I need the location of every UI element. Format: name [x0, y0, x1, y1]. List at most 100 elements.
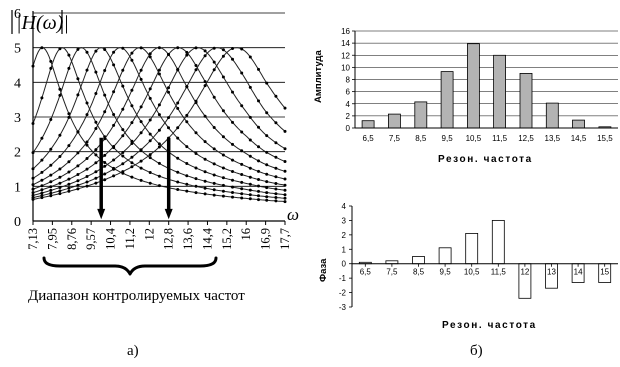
curve-marker [148, 139, 152, 143]
curves [31, 46, 287, 204]
curve-marker [257, 169, 260, 173]
curve-marker [157, 174, 161, 178]
curve-marker [185, 85, 189, 89]
curve-marker [40, 188, 44, 192]
curve-marker [167, 90, 170, 94]
curve-marker [40, 191, 44, 195]
curve-marker [248, 197, 252, 201]
x-tick-label: 16,9 [259, 228, 273, 250]
curve-marker [85, 157, 89, 160]
curve-marker [248, 193, 252, 197]
x-tick-label: 15,2 [220, 228, 234, 250]
curve-marker [203, 170, 207, 174]
curve-marker [130, 142, 134, 145]
curve-marker [94, 127, 98, 130]
range-brace [42, 256, 218, 276]
x-tick-label: 7,5 [389, 134, 401, 143]
range-caption: Диапазон контролируемых частот [28, 288, 245, 304]
curve-marker [265, 163, 269, 167]
curve-marker [283, 106, 287, 110]
panel-b-label: б) [470, 343, 483, 359]
curve-marker [76, 77, 80, 81]
x-tick-label: 12,8 [162, 228, 176, 250]
curve-marker [248, 55, 252, 59]
y-tick-label: 5 [14, 42, 21, 57]
curve-marker [274, 121, 278, 125]
curve-marker [221, 183, 225, 187]
curve-marker [130, 104, 134, 108]
curve-marker [157, 145, 161, 149]
curve-marker [221, 176, 225, 180]
curve-marker [194, 64, 198, 67]
curve-marker [103, 93, 107, 97]
curve-marker [176, 170, 180, 174]
curve-marker [103, 178, 107, 182]
curve-marker [176, 68, 180, 72]
curve-marker [157, 46, 161, 50]
arrow-head [97, 208, 106, 220]
curve-marker [203, 140, 207, 144]
curve-marker [157, 103, 161, 107]
curve-marker [274, 141, 278, 145]
curve-marker [212, 193, 216, 197]
x-tick-label: 11,2 [123, 228, 137, 249]
curve-marker [274, 94, 278, 98]
curve-marker [231, 57, 234, 61]
curve-marker [85, 68, 89, 72]
curve-marker [157, 72, 161, 76]
curve-marker [49, 147, 53, 151]
curve-marker [248, 175, 252, 179]
curve-marker [231, 142, 234, 146]
curve-marker [49, 59, 53, 63]
curve-marker [221, 54, 225, 58]
x-tick-label: 16 [239, 228, 253, 241]
curve-marker [248, 154, 252, 158]
curve-marker [212, 46, 216, 50]
curve-marker [274, 199, 278, 203]
x-tick-label: 13,5 [545, 134, 561, 143]
phase-bar [438, 247, 452, 265]
phase-bar [465, 232, 479, 265]
curve-marker [94, 161, 98, 165]
curve-marker [231, 90, 234, 94]
curve-marker [148, 52, 152, 56]
curve-marker [67, 53, 71, 57]
curve-marker [121, 170, 125, 174]
curve-marker [112, 158, 116, 162]
curve-marker [231, 170, 234, 173]
y-tick-label: 6 [346, 88, 351, 97]
curve-marker [194, 191, 198, 195]
y-tick-labels: 0 1 2 3 4 5 6 [14, 7, 21, 230]
y-tick-label: 4 [346, 100, 351, 109]
curve-marker [221, 75, 225, 79]
x-tick-label: 14,4 [200, 227, 214, 250]
curve-marker [265, 191, 269, 195]
curve-marker [94, 148, 98, 152]
curve-marker [103, 164, 107, 168]
curve-marker [221, 194, 225, 198]
y-tick-label: 1 [14, 180, 21, 195]
curve-marker [157, 184, 161, 188]
curve-marker [148, 55, 152, 59]
curve-marker [248, 85, 252, 89]
curve-marker [76, 130, 80, 134]
curve-marker [121, 84, 125, 88]
curve-marker [67, 170, 71, 174]
curve-marker [40, 96, 44, 100]
curve-marker [67, 66, 71, 70]
curve-marker [240, 104, 244, 108]
curve-marker [257, 198, 260, 202]
panel-a-label: а) [127, 343, 139, 359]
curve-marker [265, 186, 269, 190]
curve-marker [94, 176, 98, 180]
curve-marker [58, 186, 62, 189]
curve-marker [167, 86, 170, 90]
curve-marker [283, 160, 287, 163]
curve-marker [248, 182, 252, 186]
curve-marker [67, 115, 71, 119]
x-tick-labels: 7,13 7,95 8,76 9,57 10,4 11,2 12 12,8 13,6 14,4 15… [26, 221, 292, 250]
curve-marker [221, 135, 225, 139]
curve-marker [103, 161, 107, 164]
curve-marker [40, 136, 44, 140]
